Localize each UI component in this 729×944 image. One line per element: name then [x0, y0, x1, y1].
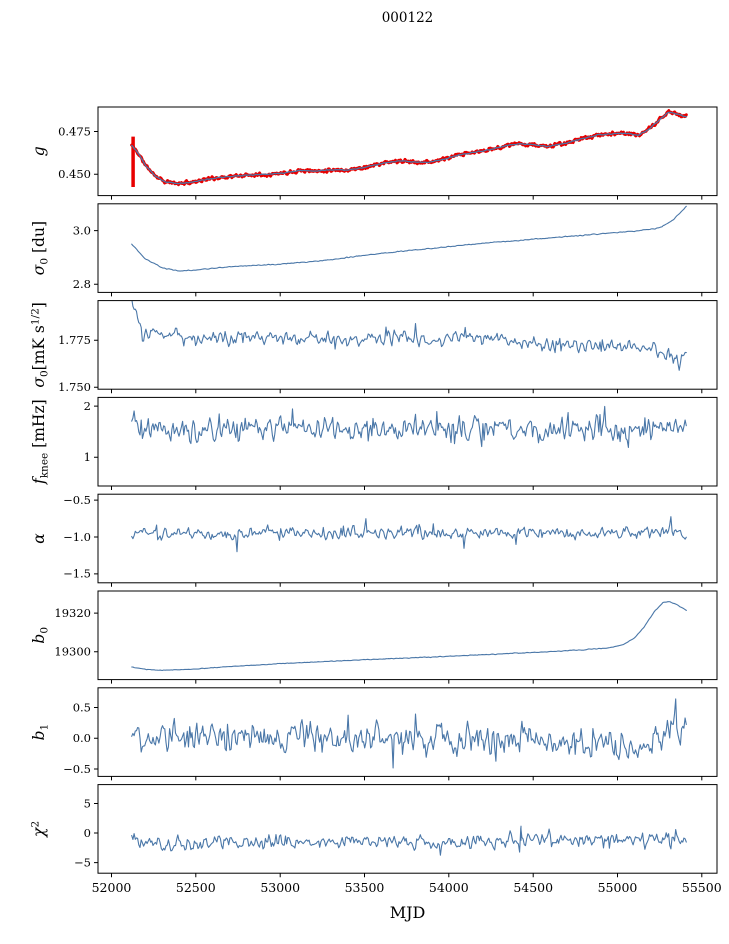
figure-title: 000122: [381, 10, 434, 26]
x-tick-label: 52500: [176, 880, 216, 895]
panel-alpha-plot-area: [131, 516, 687, 553]
series-b0-line: [131, 601, 687, 671]
y-tick-label: 2.8: [73, 277, 91, 291]
series-chi2-line: [131, 827, 687, 856]
y-tick-label: 5: [84, 796, 91, 810]
series-fknee-line: [131, 405, 687, 449]
panel-fknee-plot-area: [131, 405, 687, 449]
panel-b0-y-ticks: [94, 612, 98, 653]
panel-g-y-ticks: [94, 131, 98, 175]
x-tick-label: 52000: [92, 880, 132, 895]
y-axis-label-b0: b0: [30, 627, 51, 644]
panel-b1-plot-area: [131, 698, 687, 769]
panel-b1-border: [97, 687, 718, 777]
panel-g-x-ticks: [111, 195, 703, 200]
y-axis-label-b1: b1: [30, 724, 51, 741]
panel-sigma0-du-y-ticks: [94, 230, 98, 285]
panel-alpha-border: [97, 493, 718, 584]
panel-chi2-x-ticks: [111, 873, 703, 878]
panel-b1-x-ticks: [111, 776, 703, 781]
panel-fknee-border: [97, 396, 718, 487]
y-tick-label: 0.5: [73, 700, 91, 714]
panel-alpha-x-ticks: [111, 582, 703, 587]
panel-sigma0-mK-plot-area: [131, 300, 687, 371]
y-axis-label-chi2: χ2: [30, 821, 49, 838]
panel-sigma0-mK-border: [97, 300, 718, 390]
panel-g-plot-area: [130, 109, 688, 187]
y-axis-label-fknee: fknee [mHz]: [30, 399, 51, 485]
panel-g-border: [97, 106, 718, 197]
x-tick-label: 54000: [429, 880, 469, 895]
series-b1-line: [131, 698, 687, 769]
panel-b0-x-ticks: [111, 679, 703, 684]
panel-chi2-border: [97, 784, 718, 874]
x-tick-label: 53500: [345, 880, 385, 895]
panel-sigma0-mK-x-ticks: [111, 389, 703, 394]
y-tick-label: 1.750: [58, 380, 91, 394]
series-g-data-scatter: [130, 109, 688, 187]
y-axis-label-g: g: [30, 146, 48, 156]
y-tick-label: −0.5: [63, 493, 91, 507]
y-axis-label-sigma0-mK: σ0[mK s1/2]: [30, 302, 51, 387]
panel-chi2-y-ticks: [94, 803, 98, 864]
y-axis-label-alpha: α: [30, 533, 48, 544]
y-tick-label: 0.0: [73, 731, 91, 745]
x-tick-label: 55500: [682, 880, 722, 895]
x-tick-label: 55000: [598, 880, 638, 895]
y-tick-label: 2: [84, 399, 91, 413]
y-axis-label-sigma0-du: σ0 [du]: [30, 221, 51, 275]
y-tick-label: 19300: [54, 645, 91, 659]
y-tick-label: 3.0: [73, 223, 91, 237]
panel-b0-border: [97, 590, 718, 681]
y-tick-label: 1.775: [58, 333, 91, 347]
series-sigma0-du-line: [131, 205, 687, 272]
panel-chi2-plot-area: [131, 825, 687, 856]
x-tick-label: 53000: [260, 880, 300, 895]
panel-sigma0-du-x-ticks: [111, 292, 703, 297]
panel-sigma0-du-plot-area: [131, 205, 687, 272]
panel-sigma0-mK-y-ticks: [94, 339, 98, 388]
y-tick-label: 1: [84, 450, 91, 464]
series-alpha-line: [131, 516, 687, 553]
y-tick-label: 0.450: [58, 167, 91, 181]
panel-b1-y-ticks: [94, 707, 98, 770]
panel-b0-plot-area: [131, 601, 687, 671]
y-tick-label: 19320: [54, 606, 91, 620]
panel-fknee-y-ticks: [94, 405, 98, 458]
series-g-fit-line: [131, 111, 687, 185]
x-tick-label: 54500: [513, 880, 553, 895]
x-axis-label: MJD: [389, 903, 426, 922]
y-tick-label: 0: [84, 826, 91, 840]
y-tick-label: −1.5: [63, 567, 91, 581]
y-tick-label: −1.0: [63, 530, 91, 544]
y-tick-label: −0.5: [63, 762, 91, 776]
y-tick-label: −5: [74, 855, 91, 869]
panel-alpha-y-ticks: [94, 499, 98, 575]
y-tick-label: 0.475: [58, 124, 91, 138]
panel-sigma0-du-border: [97, 203, 718, 293]
series-sigma0-mK-line: [131, 300, 687, 371]
panel-fknee-x-ticks: [111, 486, 703, 490]
